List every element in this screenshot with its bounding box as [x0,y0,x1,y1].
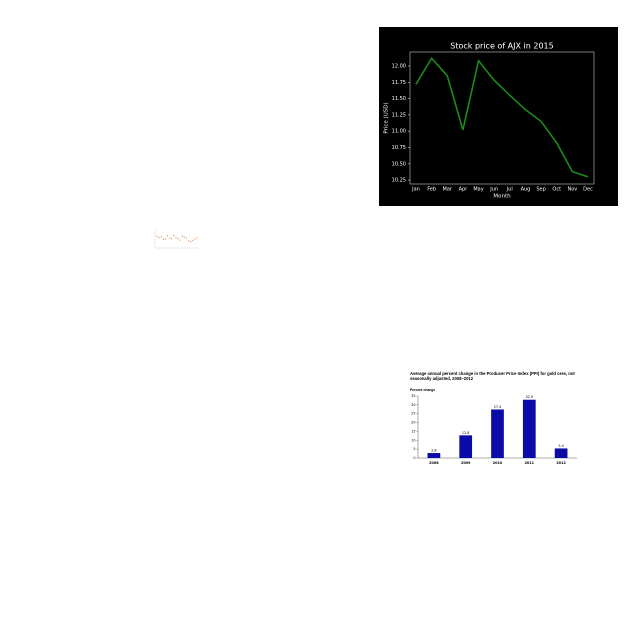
x-tick-label: Oct [552,187,561,193]
y-tick-label: 0 [413,456,415,460]
data-label: 27.4 [494,405,502,409]
bar [491,409,504,458]
data-label: 32.9 [526,395,534,399]
x-tick-label: May [473,187,483,193]
point [196,237,198,239]
line-chart: Stock price of AJX in 2015 Price (USD) Mon… [379,27,618,206]
x-tick-label: Feb [427,187,436,193]
y-axis-label: Percent change [410,388,435,392]
point [183,236,185,238]
y-tick-label: 15 [411,429,415,433]
y-tick-label: 11.50 [392,96,406,102]
x-tick-label: 2009 [461,461,471,465]
y-tick-label: 11.00 [392,129,406,135]
plot-frame [409,51,595,185]
point [156,235,158,237]
y-tick-label: 10.75 [392,145,406,151]
chart-title: Average annual percent change in the Pro… [410,371,575,382]
data-label: 12.8 [462,431,470,435]
point [166,235,169,237]
point [173,234,175,236]
x-tick-label: 2008 [429,461,439,465]
bar [459,435,473,458]
x-tick-label: Nov [567,187,577,193]
x-axis-label: Month [493,194,511,200]
data-label: 5.4 [558,444,563,448]
x-tick-label: Jan [411,187,420,193]
bar-chart: Percent change 0 5 10 15 20 25 30 35 2.8 2008 12.8 2… [410,388,577,465]
point [160,236,162,238]
y-axis-label: Price (USD) [384,102,390,133]
point [192,239,194,242]
x-tick-label: Mar [443,187,453,193]
point [169,237,171,239]
y-tick-label: 10.50 [392,161,406,167]
point [187,240,190,242]
x-tick-label: 2011 [525,461,535,465]
x-tick-label: Apr [459,187,469,193]
x-tick-label: Sep [536,187,545,193]
y-tick-label: 35 [411,394,415,398]
y-tick-label: 30 [411,403,415,407]
y-tick-label: 10.25 [392,178,406,184]
y-tick-label: 12.00 [392,64,406,70]
bar [522,399,536,458]
y-tick-label: 11.25 [392,112,406,118]
x-tick-label: Dec [583,187,593,193]
x-tick-label: 2010 [493,461,503,465]
y-tick-label: 25 [411,412,415,416]
point [162,238,164,240]
y-tick-label: 10 [411,438,415,442]
x-tick-label: 2012 [556,461,566,465]
point [175,236,177,238]
point [171,238,173,240]
line [415,56,589,178]
x-tick-label: Jun [489,187,498,193]
point [177,238,179,240]
point [179,239,181,241]
scatter-chart [154,230,199,249]
bar [427,453,441,458]
point [194,238,196,240]
point [185,237,188,239]
bar [554,448,568,458]
chart-title: Stock price of AJX in 2015 [450,42,553,51]
y-tick-label: 11.75 [392,80,406,86]
x-tick-label: Jul [506,187,513,193]
point [190,241,192,243]
data-label: 2.8 [431,449,436,453]
point [181,235,183,237]
y-tick-label: 20 [411,421,415,425]
point [164,238,167,240]
y-tick-label: 5 [413,447,415,451]
point [158,236,160,239]
x-tick-label: Aug [521,187,531,193]
